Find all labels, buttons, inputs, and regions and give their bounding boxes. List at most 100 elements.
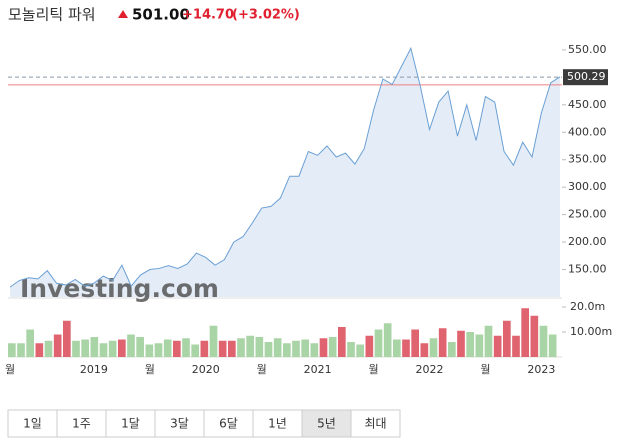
volume-bar (228, 340, 236, 357)
volume-bar (356, 344, 364, 357)
x-tick-label: 2021 (304, 363, 332, 376)
volume-bar (237, 338, 245, 357)
y-tick-label: 20.0m (570, 300, 605, 313)
volume-bar (35, 343, 44, 357)
volume-bar (63, 320, 71, 357)
range-button-label[interactable]: 1년 (268, 417, 287, 431)
volume-bar (411, 329, 419, 357)
volume-bar (191, 344, 199, 357)
volume-bar (548, 334, 557, 357)
volume-bar (466, 332, 474, 357)
last-price-box (563, 69, 608, 86)
range-button[interactable] (350, 409, 401, 438)
y-tick-label: 250.00 (568, 208, 607, 221)
x-tick-label: 월 (257, 363, 267, 376)
volume-bar (292, 340, 300, 357)
y-tick-label: 150.00 (568, 263, 607, 276)
volume-bar (457, 330, 465, 357)
volume-bar (319, 338, 328, 357)
range-button-label[interactable]: 최대 (364, 417, 386, 431)
volume-bar (328, 337, 337, 357)
volume-bar (374, 329, 383, 357)
volume-bar (347, 342, 355, 357)
y-tick-label: 200.00 (568, 235, 607, 248)
volume-bar (246, 335, 254, 357)
volume-bar (493, 335, 502, 357)
range-button-label[interactable]: 1달 (121, 417, 140, 431)
volume-bar (209, 325, 218, 357)
volume-bar (90, 337, 99, 357)
x-tick-label: 월 (5, 363, 15, 376)
up-arrow (118, 10, 128, 18)
range-button-label[interactable]: 5년 (317, 417, 336, 431)
volume-bar (264, 342, 273, 357)
y-tick-label: 300.00 (568, 180, 607, 193)
volume-bar (420, 343, 429, 357)
range-button-label[interactable]: 1주 (72, 417, 91, 431)
volume-bar (17, 343, 25, 357)
x-tick-label: 월 (145, 363, 155, 376)
y-tick-label: 350.00 (568, 153, 607, 166)
price: 501.00 (132, 6, 190, 24)
y-tick-label: 450.00 (568, 98, 607, 111)
range-button-label[interactable]: 1일 (23, 417, 42, 431)
volume-bar (200, 340, 209, 357)
volume-bar (429, 338, 438, 357)
volume-bar (26, 329, 34, 357)
x-tick-label: 2023 (527, 363, 555, 376)
volume-bar (539, 325, 548, 357)
volume-bar (182, 338, 190, 357)
change: +14.70 (182, 8, 234, 23)
x-tick-label: 2020 (192, 363, 220, 376)
volume-bar (108, 340, 117, 357)
watermark: Investing.com (20, 274, 219, 303)
title: 모놀리틱 파워 (8, 6, 96, 24)
volume-bar (145, 344, 154, 357)
range-button[interactable] (56, 409, 107, 438)
price-line (9, 46, 561, 288)
volume-bar (530, 315, 539, 357)
volume-bar (402, 339, 410, 357)
volume-bar (255, 337, 264, 357)
volume-bar (44, 340, 53, 357)
volume-bar (283, 343, 291, 357)
range-button[interactable] (252, 409, 303, 438)
x-tick-label: 월 (368, 363, 378, 376)
volume-bar (8, 343, 16, 357)
area-fill (10, 48, 560, 297)
volume-bar (503, 320, 511, 357)
volume-bar (393, 339, 401, 357)
y-tick-label: 400.00 (568, 125, 607, 138)
volume-bar (521, 308, 529, 357)
x-tick-label: 2022 (415, 363, 443, 376)
x-tick-label: 월 (480, 363, 490, 376)
volume-bar (310, 343, 319, 357)
volume-bar (81, 339, 89, 357)
volume-bar (338, 327, 346, 357)
last-price-label: 500.29 (567, 70, 606, 83)
volume-bar (127, 334, 135, 357)
volume-bar (383, 323, 392, 357)
volume-bar (99, 343, 108, 357)
volume-bar (218, 340, 227, 357)
range-button-label[interactable]: 6달 (219, 417, 238, 431)
x-tick-label: 2019 (80, 363, 108, 376)
volume-bar (301, 339, 309, 357)
range-button-label[interactable]: 3달 (170, 417, 189, 431)
volume-bar (475, 334, 484, 357)
volume-bar (448, 342, 456, 357)
range-button[interactable] (154, 409, 205, 438)
volume-bar (365, 335, 374, 357)
volume-bar (154, 343, 163, 357)
volume-bar (484, 325, 493, 357)
volume-bar (173, 340, 181, 357)
volume-bar (53, 334, 62, 357)
volume-bar (72, 340, 80, 357)
volume-bar (438, 328, 447, 357)
volume-bar (512, 335, 520, 357)
volume-bar (163, 339, 172, 357)
y-tick-label: 10.00m (570, 325, 612, 338)
volume-bar (136, 337, 144, 357)
